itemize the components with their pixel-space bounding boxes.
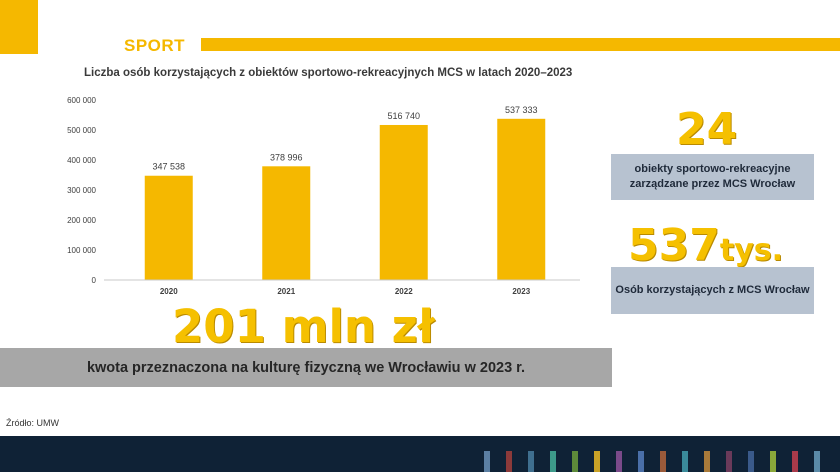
y-tick-label: 300 000 <box>67 186 96 195</box>
bar-2021 <box>262 166 311 280</box>
y-axis-labels: 0 100 000 200 000 300 000 400 000 500 000 600 … <box>67 96 96 285</box>
footer-stripe <box>528 451 534 472</box>
footer-stripe <box>660 451 666 472</box>
users-unit: tys. <box>719 233 784 268</box>
y-tick-label: 0 <box>92 276 97 285</box>
bars: 347 538 378 996 516 740 537 333 <box>144 105 546 280</box>
corner-accent <box>0 0 38 54</box>
y-tick-label: 600 000 <box>67 96 96 105</box>
footer-bar <box>0 436 840 472</box>
chart-title: Liczba osób korzystających z obiektów sp… <box>84 67 573 79</box>
y-tick-label: 500 000 <box>67 126 96 135</box>
footer-stripe <box>682 451 688 472</box>
x-axis-labels: 2020 2021 2022 2023 <box>160 287 531 296</box>
data-label: 347 538 <box>152 162 185 172</box>
footer-stripe <box>704 451 710 472</box>
bar-2022 <box>379 124 428 280</box>
facilities-count: 24 <box>676 104 738 155</box>
data-label: 516 740 <box>387 111 420 121</box>
footer-stripe <box>638 451 644 472</box>
budget-label: kwota przeznaczona na kulturę fizyczną w… <box>0 348 612 387</box>
footer-stripe <box>484 451 490 472</box>
footer-stripe <box>792 451 798 472</box>
x-tick-label: 2022 <box>395 287 413 296</box>
users-count: 537tys. <box>628 220 783 271</box>
bar-chart: 0 100 000 200 000 300 000 400 000 500 000 600 … <box>67 96 580 296</box>
footer-stripe <box>506 451 512 472</box>
footer-stripe <box>572 451 578 472</box>
x-tick-label: 2020 <box>160 287 178 296</box>
footer-stripe <box>550 451 556 472</box>
x-tick-label: 2021 <box>277 287 295 296</box>
users-label: Osób korzystających z MCS Wrocław <box>611 267 814 314</box>
section-bar <box>201 38 840 51</box>
users-number: 537 <box>628 220 720 271</box>
section-title: SPORT <box>124 36 186 55</box>
y-tick-label: 400 000 <box>67 156 96 165</box>
footer-stripe <box>616 451 622 472</box>
y-tick-label: 200 000 <box>67 216 96 225</box>
x-tick-label: 2023 <box>512 287 530 296</box>
data-label: 378 996 <box>270 152 303 162</box>
bar-2023 <box>497 118 546 280</box>
bar-2020 <box>144 175 193 280</box>
y-tick-label: 100 000 <box>67 246 96 255</box>
footer-stripe <box>726 451 732 472</box>
footer-stripe <box>594 451 600 472</box>
source-note: Źródło: UMW <box>6 418 60 428</box>
budget-amount: 201 mln zł <box>172 300 435 353</box>
facilities-label: obiekty sportowo-rekreacyjne zarządzane … <box>611 154 814 200</box>
footer-stripe <box>748 451 754 472</box>
footer-stripe <box>770 451 776 472</box>
data-label: 537 333 <box>505 105 538 115</box>
footer-stripe <box>814 451 820 472</box>
